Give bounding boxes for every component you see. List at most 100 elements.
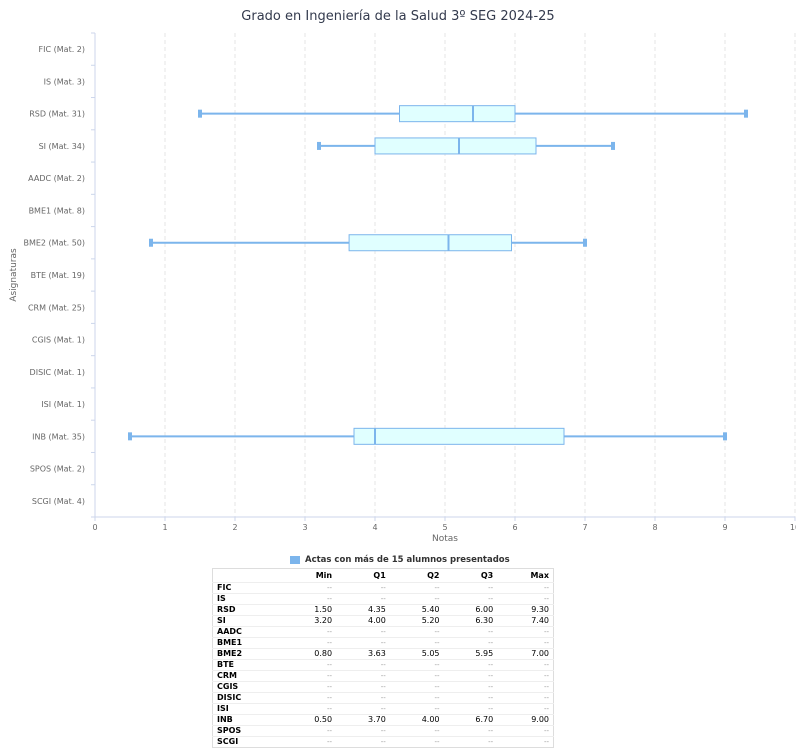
table-cell: -- — [282, 659, 337, 671]
x-tick-label: 6 — [512, 523, 517, 532]
table-cell: -- — [497, 681, 554, 693]
table-cell: -- — [497, 637, 554, 649]
table-cell: -- — [336, 626, 390, 638]
table-cell: 7.00 — [497, 648, 554, 660]
x-tick-label: 1 — [162, 523, 167, 532]
table-cell: -- — [282, 692, 337, 704]
table-cell: -- — [336, 593, 390, 605]
table-cell: -- — [389, 681, 444, 693]
table-cell: -- — [336, 670, 390, 682]
table-cell: -- — [282, 681, 337, 693]
axes — [91, 32, 796, 521]
row-label: CGIS — [212, 681, 283, 693]
category-label: INB (Mat. 35) — [32, 432, 85, 441]
table-cell: -- — [282, 582, 337, 594]
table-cell: -- — [389, 593, 444, 605]
table-cell: 1.50 — [282, 604, 337, 616]
table-cell: -- — [336, 637, 390, 649]
row-label: SCGI — [212, 736, 283, 748]
legend-swatch — [290, 556, 300, 564]
table-cell: -- — [282, 736, 337, 748]
table-row: AADC -- -- -- -- -- — [212, 626, 554, 638]
table-row: SI 3.20 4.00 5.20 6.30 7.40 — [212, 615, 554, 627]
boxplot-chart: Grado en Ingeniería de la Salud 3º SEG 2… — [9, 9, 796, 544]
table-cell: 3.20 — [282, 615, 337, 627]
chart-legend[interactable]: Actas con más de 15 alumnos presentados — [290, 555, 510, 565]
table-cell: 9.00 — [497, 714, 554, 726]
box-series[interactable] — [128, 105, 748, 445]
table-row: BME1 -- -- -- -- -- — [212, 637, 554, 649]
x-tick-label: 4 — [372, 523, 377, 532]
table-cell: -- — [336, 692, 390, 704]
row-label: BTE — [212, 659, 283, 671]
table-cell: 5.95 — [443, 648, 498, 660]
category-label: AADC (Mat. 2) — [28, 174, 85, 183]
row-label: BME1 — [212, 637, 283, 649]
table-cell: -- — [282, 593, 337, 605]
category-label: SPOS (Mat. 2) — [30, 465, 85, 474]
table-cell: -- — [443, 681, 498, 693]
x-tick-label: 7 — [582, 523, 587, 532]
table-cell: 9.30 — [497, 604, 554, 616]
category-label: FIC (Mat. 2) — [39, 45, 85, 54]
table-cell: -- — [443, 593, 498, 605]
table-cell: -- — [336, 725, 390, 737]
table-header-cell: Q1 — [373, 571, 386, 580]
row-label: RSD — [212, 604, 283, 616]
x-tick-label: 2 — [232, 523, 237, 532]
row-label: FIC — [212, 582, 283, 594]
table-cell: -- — [389, 626, 444, 638]
table-cell: -- — [389, 637, 444, 649]
table-cell: 4.35 — [336, 604, 390, 616]
x-tick-label: 3 — [302, 523, 307, 532]
row-label: IS — [212, 593, 283, 605]
box-inb[interactable] — [128, 427, 727, 445]
table-row: SCGI -- -- -- -- -- — [212, 736, 554, 748]
table-cell: -- — [443, 659, 498, 671]
box-si[interactable] — [317, 137, 615, 155]
table-cell: -- — [443, 582, 498, 594]
category-label: CGIS (Mat. 1) — [32, 336, 85, 345]
table-cell: 3.70 — [336, 714, 390, 726]
category-label: DISIC (Mat. 1) — [30, 368, 85, 377]
table-cell: -- — [282, 703, 337, 715]
table-row: RSD 1.50 4.35 5.40 6.00 9.30 — [212, 604, 554, 616]
table-cell: -- — [443, 670, 498, 682]
table-cell: -- — [336, 659, 390, 671]
table-cell: -- — [443, 626, 498, 638]
table-header-cell: Min — [315, 571, 333, 580]
table-row: FIC -- -- -- -- -- — [212, 582, 554, 594]
table-body: FIC -- -- -- -- -- IS -- -- -- -- -- RSD 1.50 4.35 5.40… — [212, 582, 554, 748]
table-cell: -- — [497, 692, 554, 704]
table-cell: 5.20 — [389, 615, 444, 627]
box-bme2[interactable] — [149, 234, 587, 252]
box-rsd[interactable] — [198, 105, 748, 123]
table-cell: -- — [336, 681, 390, 693]
chart-title: Grado en Ingeniería de la Salud 3º SEG 2… — [241, 9, 554, 24]
iqr-box — [399, 105, 516, 123]
table-row: DISIC -- -- -- -- -- — [212, 692, 554, 704]
table-cell: -- — [497, 725, 554, 737]
axis-labels: 0 1 2 3 4 5 6 7 8 9 10 FIC (Mat. 2) IS (Mat. 3) RSD (… — [23, 45, 796, 532]
table-row: BTE -- -- -- -- -- — [212, 659, 554, 671]
x-tick-label: 8 — [652, 523, 657, 532]
row-label: AADC — [212, 626, 283, 638]
table-row: CGIS -- -- -- -- -- — [212, 681, 554, 693]
iqr-box — [374, 137, 537, 155]
stats-table: Min Q1 Q2 Q3 Max FIC -- -- -- -- -- IS -- -- -- -- -- RS… — [212, 568, 554, 748]
x-tick-label: 10 — [790, 523, 796, 532]
table-cell: 4.00 — [336, 615, 390, 627]
table-header-cell: Q2 — [427, 571, 440, 580]
category-label: BME1 (Mat. 8) — [29, 206, 85, 215]
row-label: DISIC — [212, 692, 283, 704]
row-label: INB — [212, 714, 283, 726]
table-cell: -- — [389, 736, 444, 748]
table-cell: 3.63 — [336, 648, 390, 660]
category-label: RSD (Mat. 31) — [29, 110, 85, 119]
x-tick-label: 5 — [442, 523, 447, 532]
table-cell: -- — [497, 736, 554, 748]
table-cell: -- — [443, 736, 498, 748]
iqr-box — [348, 234, 512, 252]
category-label: CRM (Mat. 25) — [28, 303, 85, 312]
row-label: SI — [212, 615, 283, 627]
